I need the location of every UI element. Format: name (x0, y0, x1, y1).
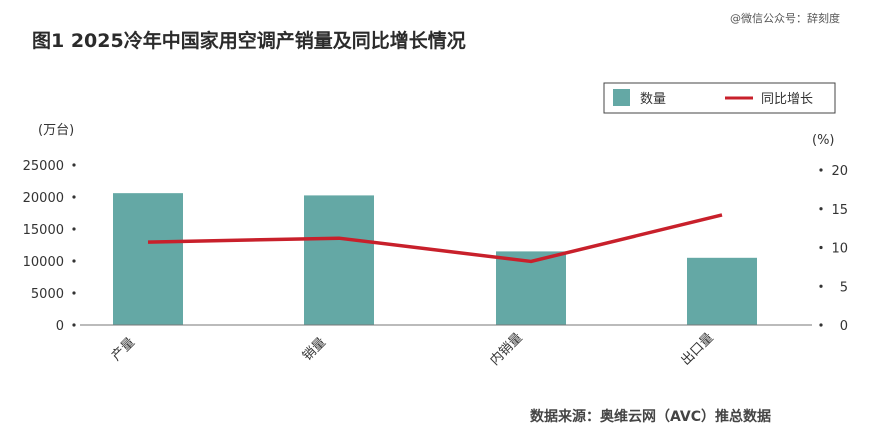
y-right-axis: 0 5 10 15 20 (819, 164, 848, 334)
bar-产量 (113, 193, 183, 325)
growth-line (147, 213, 723, 264)
y-left-tick-dot (72, 227, 76, 231)
legend-label-bar: 数量 (640, 92, 666, 107)
y-left-tick-dot (72, 163, 76, 167)
y-left-tick-dot (72, 195, 76, 199)
y-left-axis: 0 5000 10000 15000 20000 25000 (23, 159, 76, 334)
category-labels: 产量 销量 内销量 出口量 (109, 330, 717, 369)
y-right-tick-label: 5 (840, 280, 848, 295)
legend-label-line: 同比增长 (761, 92, 813, 107)
y-right-tick-label: 15 (831, 203, 848, 218)
category-label: 内销量 (487, 330, 526, 369)
y-right-tick-label: 20 (831, 164, 848, 179)
bar-销量 (304, 195, 374, 325)
source-note: 数据来源：奥维云网（AVC）推总数据 (530, 408, 771, 425)
bar-series (113, 193, 757, 325)
y-right-tick-dot (819, 284, 823, 288)
legend: 数量 同比增长 (603, 82, 836, 114)
y-right-tick-dot (819, 168, 823, 172)
legend-frame (603, 82, 836, 114)
category-label: 产量 (109, 335, 138, 364)
growth-line-series (147, 213, 723, 264)
y-left-tick-label: 20000 (23, 191, 64, 206)
y-right-unit: (%) (812, 133, 835, 148)
y-left-tick-label: 0 (56, 319, 64, 334)
y-right-tick-label: 10 (831, 242, 848, 257)
y-right-tick-dot (819, 207, 823, 211)
y-left-tick-label: 10000 (23, 255, 64, 270)
chart-title: 图1 2025冷年中国家用空调产销量及同比增长情况 (32, 29, 466, 52)
y-left-tick-dot (72, 291, 76, 295)
y-left-tick-dot (72, 323, 76, 327)
y-right-tick-dot (819, 245, 823, 250)
y-right-tick-label: 0 (840, 319, 848, 334)
bar-出口量 (687, 257, 757, 325)
y-left-tick-label: 15000 (23, 223, 64, 238)
watermark: @微信公众号：辞刻度 (730, 11, 840, 25)
y-left-unit: (万台) (38, 123, 74, 138)
y-left-tick-dot (72, 259, 76, 263)
bar-内销量 (496, 251, 566, 325)
y-left-tick-label: 25000 (23, 159, 64, 174)
y-right-tick-dot (819, 323, 823, 327)
category-label: 销量 (300, 335, 329, 364)
legend-swatch-bar (613, 89, 630, 106)
y-left-tick-label: 5000 (31, 287, 64, 302)
category-label: 出口量 (678, 330, 716, 368)
